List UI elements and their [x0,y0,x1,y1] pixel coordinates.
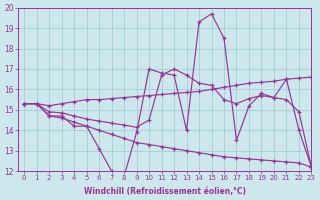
X-axis label: Windchill (Refroidissement éolien,°C): Windchill (Refroidissement éolien,°C) [84,187,246,196]
